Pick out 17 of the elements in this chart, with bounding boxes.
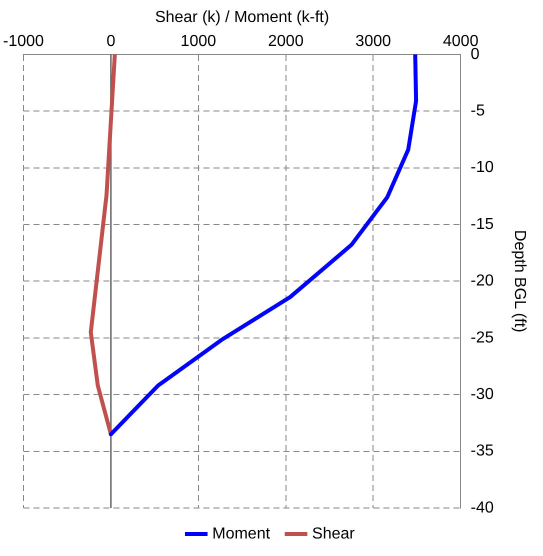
x-axis-title: Shear (k) / Moment (k-ft): [154, 9, 330, 26]
x-tick-label: 3000: [355, 33, 392, 50]
y-tick-label: -35: [470, 442, 494, 460]
y-axis-title: Depth BGL (ft): [510, 230, 528, 332]
y-tick-label: -5: [470, 102, 486, 120]
x-tick-label: 1000: [180, 33, 216, 50]
y-tick-label: -40: [470, 499, 494, 516]
y-tick-label: -15: [470, 216, 494, 233]
y-tick-label: -30: [470, 386, 494, 404]
legend-label: Moment: [212, 525, 271, 542]
y-tick-label: -25: [470, 329, 494, 346]
legend-label: Shear: [312, 525, 356, 542]
x-tick-label: -1000: [3, 33, 44, 50]
y-tick-label: -10: [470, 159, 494, 176]
y-tick-label: -20: [470, 272, 494, 290]
x-tick-label: 2000: [268, 33, 304, 50]
x-tick-label: 0: [106, 33, 116, 50]
